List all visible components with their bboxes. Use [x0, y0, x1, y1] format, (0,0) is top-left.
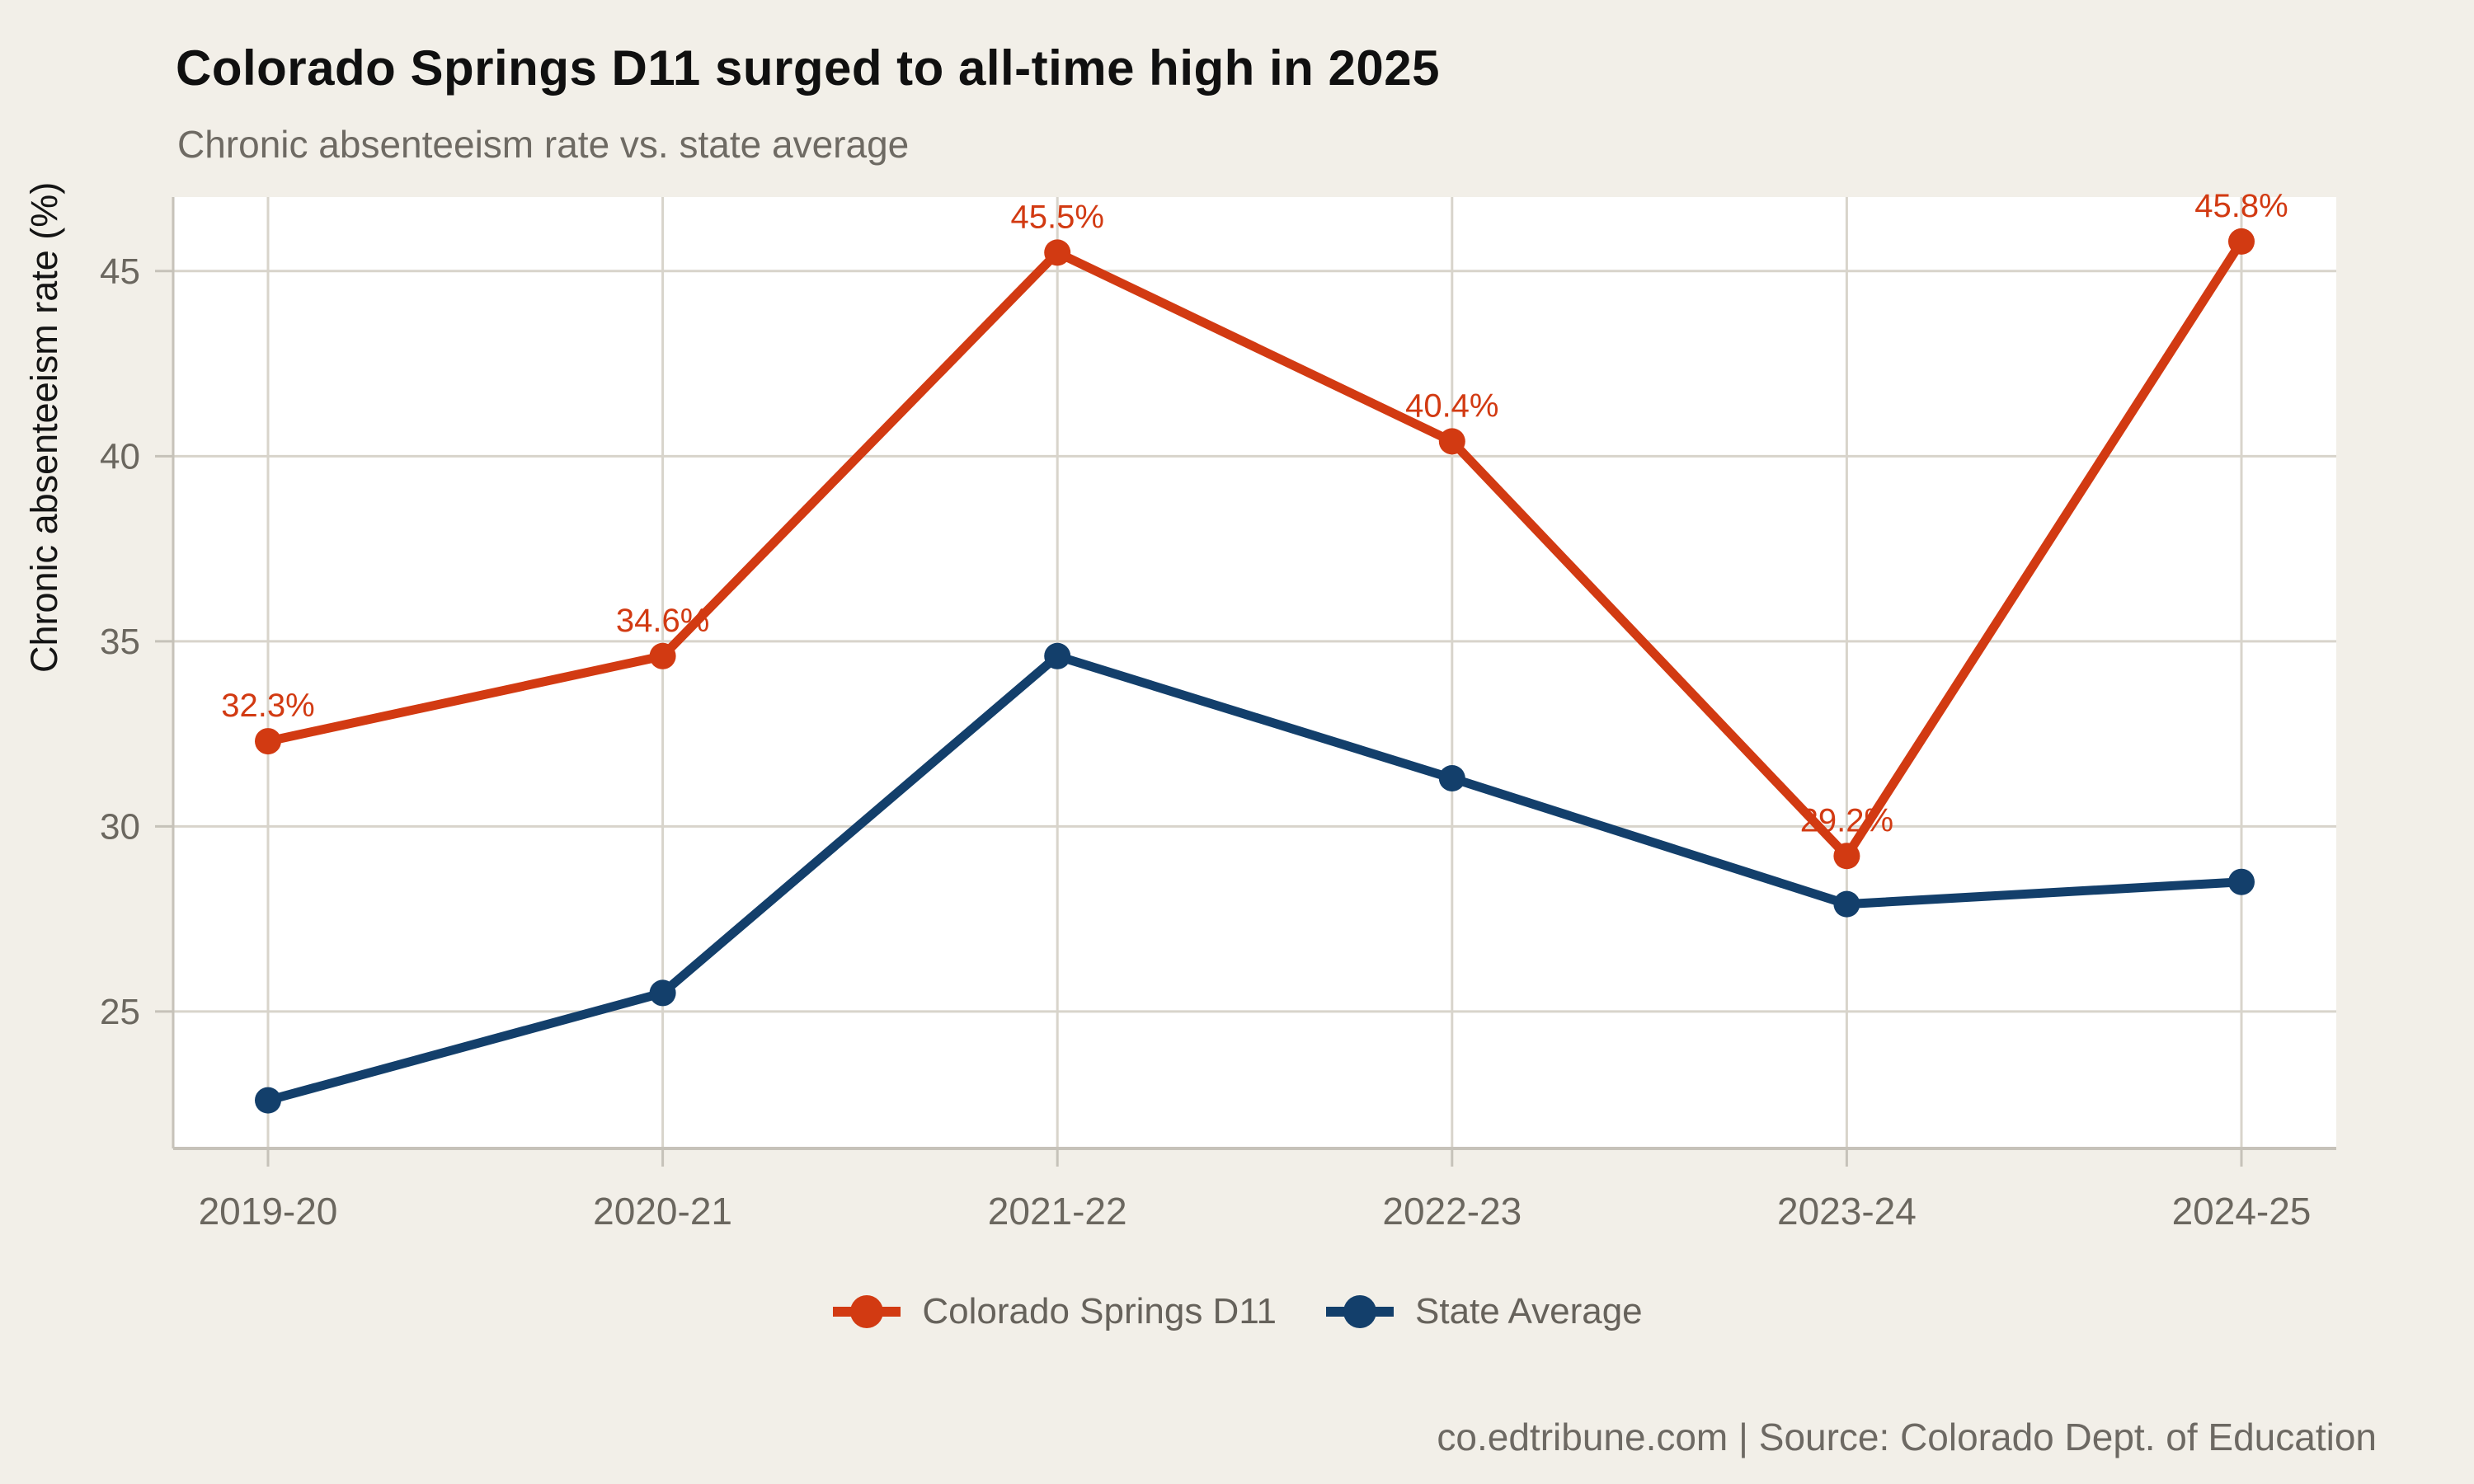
plot-area [173, 197, 2336, 1148]
data-point-label: 40.4% [1405, 387, 1498, 424]
data-point [649, 642, 676, 669]
legend-marker-colorado-springs-d11-icon [833, 1295, 901, 1328]
data-point [649, 979, 676, 1007]
x-tick-label: 2019-20 [199, 1190, 338, 1233]
data-point-label: 29.2% [1800, 802, 1893, 838]
data-point [1833, 843, 1860, 870]
legend-item-colorado-springs-d11: Colorado Springs D11 [831, 1291, 1277, 1332]
data-point [1044, 239, 1071, 266]
x-tick-label: 2022-23 [1382, 1190, 1522, 1233]
series-line-colorado-springs-d11 [263, 237, 2246, 864]
data-point [255, 1087, 281, 1114]
legend-item-state-average: State Average [1324, 1291, 1643, 1332]
data-point [2228, 228, 2255, 255]
legend-label-state-average: State Average [1415, 1291, 1643, 1331]
data-point-label: 34.6% [616, 603, 709, 639]
chart-legend: Colorado Springs D11 State Average [0, 1291, 2474, 1332]
page-title: Colorado Springs D11 surged to all-time … [176, 40, 1440, 96]
data-point [255, 728, 281, 755]
y-tick-label: 30 [100, 806, 140, 847]
data-point-label: 32.3% [221, 688, 314, 724]
data-point [1438, 764, 1465, 791]
data-point [1438, 428, 1465, 455]
data-point-label: 45.8% [2194, 188, 2288, 224]
series-line-state-average [263, 650, 2246, 1106]
legend-marker-state-average-icon [1326, 1295, 1395, 1328]
x-tick-label: 2020-21 [593, 1190, 732, 1233]
data-point [1044, 642, 1071, 669]
data-point-label: 45.5% [1010, 199, 1103, 235]
y-tick-label: 45 [100, 251, 140, 292]
page-subtitle: Chronic absenteeism rate vs. state avera… [177, 123, 910, 166]
y-tick-label: 35 [100, 622, 140, 662]
legend-label-colorado-springs-d11: Colorado Springs D11 [922, 1291, 1277, 1331]
y-tick-label: 40 [100, 436, 140, 477]
x-tick-label: 2024-25 [2172, 1190, 2312, 1233]
source-attribution: co.edtribune.com | Source: Colorado Dept… [1437, 1416, 2377, 1458]
data-point [1833, 890, 1860, 918]
y-tick-label: 25 [100, 992, 140, 1032]
x-tick-label: 2021-22 [988, 1190, 1127, 1233]
x-tick-label: 2023-24 [1777, 1190, 1917, 1233]
data-point [2228, 868, 2255, 895]
